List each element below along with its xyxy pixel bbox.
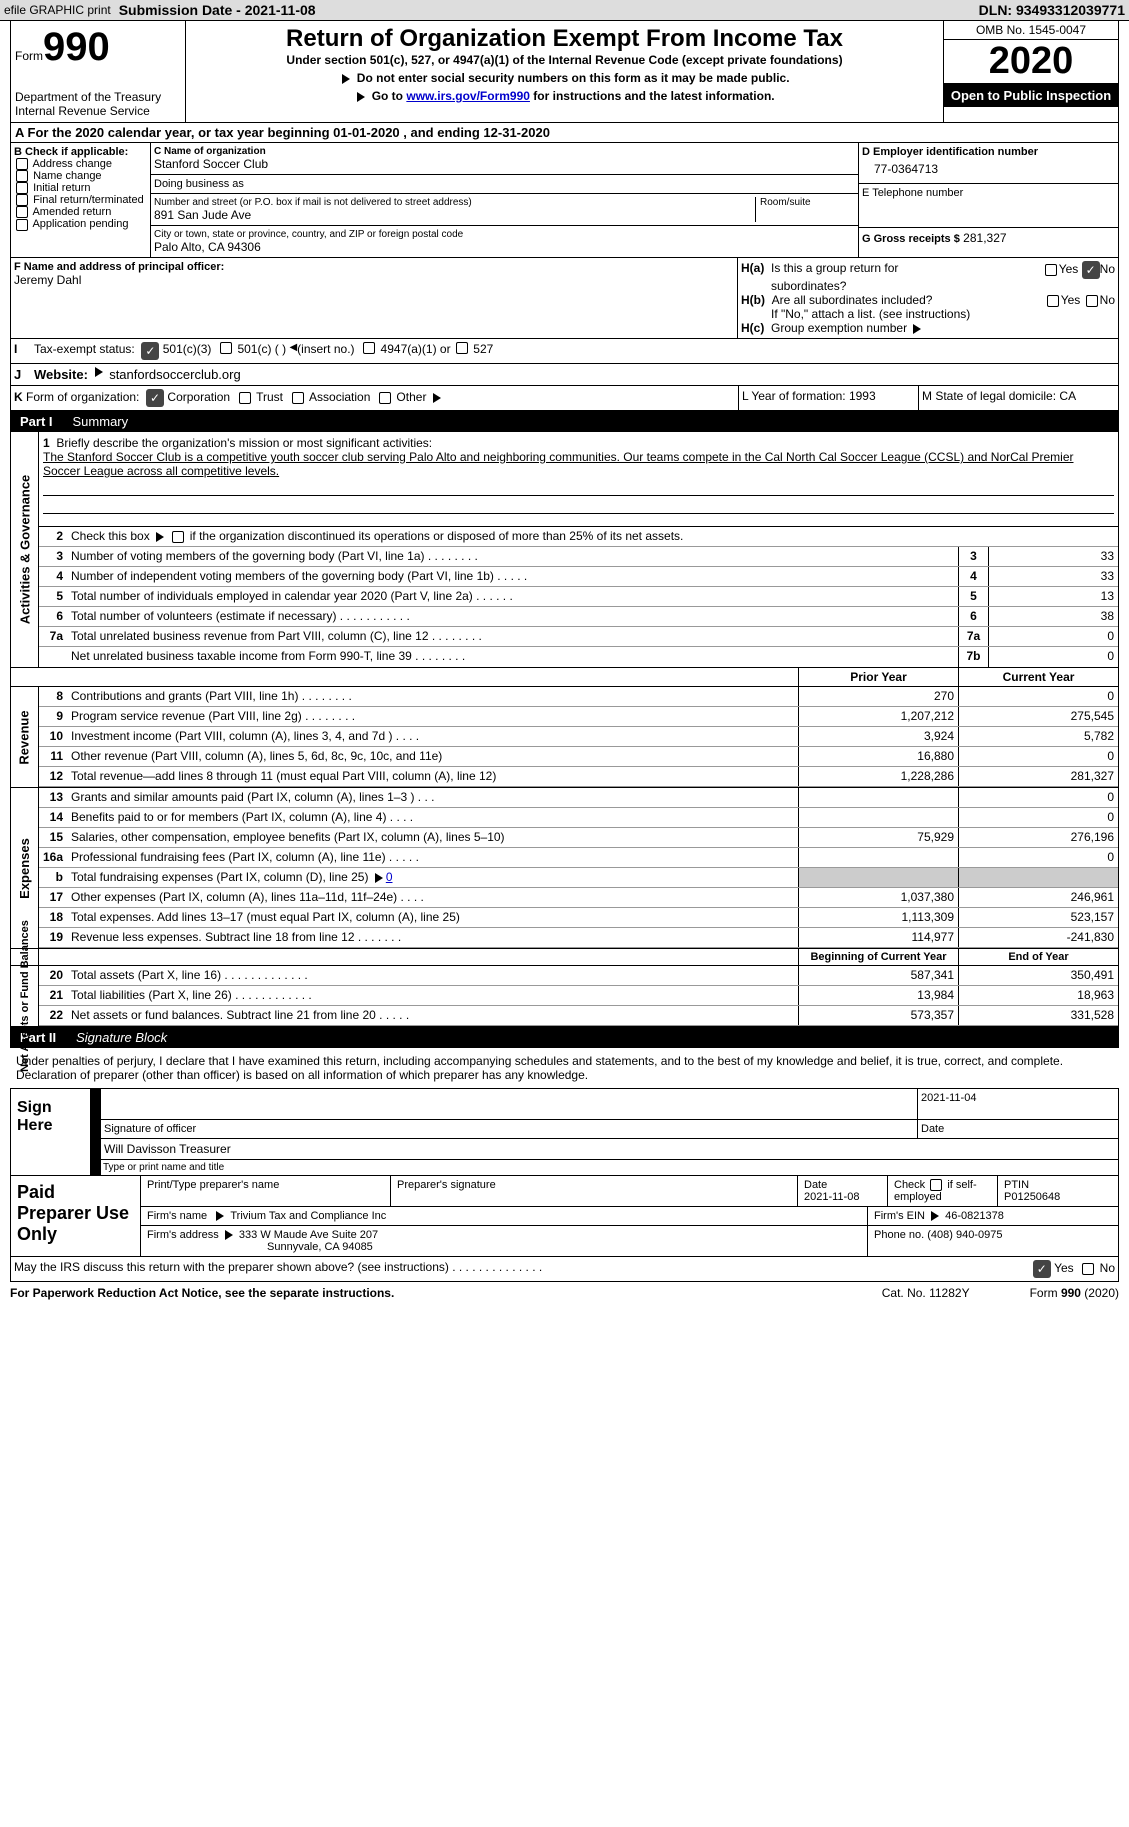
part1-header: Part I Summary xyxy=(10,411,1119,432)
col-d: D Employer identification number 77-0364… xyxy=(858,143,1118,257)
form-header: Form990 Department of the Treasury Inter… xyxy=(10,21,1119,123)
val-6: 38 xyxy=(988,607,1118,626)
val-4: 33 xyxy=(988,567,1118,586)
state-domicile: M State of legal domicile: CA xyxy=(918,386,1118,410)
inspection-label: Open to Public Inspection xyxy=(944,84,1118,107)
sign-here-table: Sign Here 2021-11-04 Signature of office… xyxy=(10,1088,1119,1176)
ptin: P01250648 xyxy=(1004,1191,1060,1203)
f-h-row: F Name and address of principal officer:… xyxy=(10,258,1119,339)
sidebar-governance: Activities & Governance xyxy=(17,475,32,625)
k-row: K Form of organization: ✓ Corporation Tr… xyxy=(10,386,1119,411)
website: stanfordsoccerclub.org xyxy=(109,367,241,382)
firm-addr: 333 W Maude Ave Suite 207 xyxy=(239,1229,378,1241)
form-label: Form xyxy=(15,49,43,63)
city: Palo Alto, CA 94306 xyxy=(154,240,855,254)
discuss-row: May the IRS discuss this return with the… xyxy=(10,1257,1119,1282)
sidebar-netassets: Net Assets or Fund Balances xyxy=(19,920,31,1072)
balance-header: Beginning of Current Year End of Year xyxy=(10,949,1119,966)
declaration: Under penalties of perjury, I declare th… xyxy=(10,1048,1119,1088)
officer-name: Jeremy Dahl xyxy=(14,273,734,287)
mission-text: The Stanford Soccer Club is a competitiv… xyxy=(43,450,1074,478)
expenses-section: Expenses 13Grants and similar amounts pa… xyxy=(10,788,1119,949)
firm-phone: (408) 940-0975 xyxy=(927,1229,1002,1241)
val-7a: 0 xyxy=(988,627,1118,646)
footer: For Paperwork Reduction Act Notice, see … xyxy=(10,1282,1119,1304)
col-b: B Check if applicable: Address change Na… xyxy=(11,143,151,257)
gross-receipts: 281,327 xyxy=(963,231,1006,245)
dept-label: Department of the Treasury Internal Reve… xyxy=(15,90,181,118)
prep-date: 2021-11-08 xyxy=(804,1191,859,1203)
netassets-section: Net Assets or Fund Balances 20Total asse… xyxy=(10,966,1119,1027)
sidebar-expenses: Expenses xyxy=(17,838,32,899)
year-formation: L Year of formation: 1993 xyxy=(738,386,918,410)
org-name: Stanford Soccer Club xyxy=(154,157,855,171)
omb-number: OMB No. 1545-0047 xyxy=(944,21,1118,40)
note-ssn: Do not enter social security numbers on … xyxy=(357,71,790,85)
submission-date: Submission Date - 2021-11-08 xyxy=(119,2,316,18)
year-header: Prior Year Current Year xyxy=(10,668,1119,687)
subtitle: Under section 501(c), 527, or 4947(a)(1)… xyxy=(190,53,939,67)
officer-sig-name: Will Davisson Treasurer xyxy=(101,1139,1118,1160)
tax-year: 2020 xyxy=(944,40,1118,84)
ein: 77-0364713 xyxy=(862,158,1115,180)
main-title: Return of Organization Exempt From Incom… xyxy=(190,25,939,53)
val-7b: 0 xyxy=(988,647,1118,667)
col-c: C Name of organization Stanford Soccer C… xyxy=(151,143,858,257)
revenue-section: Revenue 8Contributions and grants (Part … xyxy=(10,687,1119,788)
i-row: I Tax-exempt status: ✓ 501(c)(3) 501(c) … xyxy=(10,339,1119,364)
part2-header: Part II Signature Block xyxy=(10,1027,1119,1048)
efile-label: efile GRAPHIC print xyxy=(4,3,111,17)
top-bar: efile GRAPHIC print Submission Date - 20… xyxy=(0,0,1129,21)
firm-name: Trivium Tax and Compliance Inc xyxy=(230,1210,386,1222)
firm-ein: 46-0821378 xyxy=(945,1210,1004,1222)
period-row: A For the 2020 calendar year, or tax yea… xyxy=(10,123,1119,143)
paid-preparer-table: Paid Preparer Use Only Print/Type prepar… xyxy=(10,1176,1119,1257)
val-5: 13 xyxy=(988,587,1118,606)
form-footer-label: Form 990 (2020) xyxy=(1030,1286,1119,1300)
street: 891 San Jude Ave xyxy=(154,208,755,222)
dln: DLN: 93493312039771 xyxy=(979,2,1125,18)
sig-date: 2021-11-04 xyxy=(921,1092,976,1104)
form-number: 990 xyxy=(43,25,110,69)
val-3: 33 xyxy=(988,547,1118,566)
irs-link[interactable]: www.irs.gov/Form990 xyxy=(406,89,530,103)
activities-section: Activities & Governance 1 Briefly descri… xyxy=(10,432,1119,668)
j-row: J Website: stanfordsoccerclub.org xyxy=(10,364,1119,386)
info-row: B Check if applicable: Address change Na… xyxy=(10,143,1119,258)
sidebar-revenue: Revenue xyxy=(17,710,32,764)
